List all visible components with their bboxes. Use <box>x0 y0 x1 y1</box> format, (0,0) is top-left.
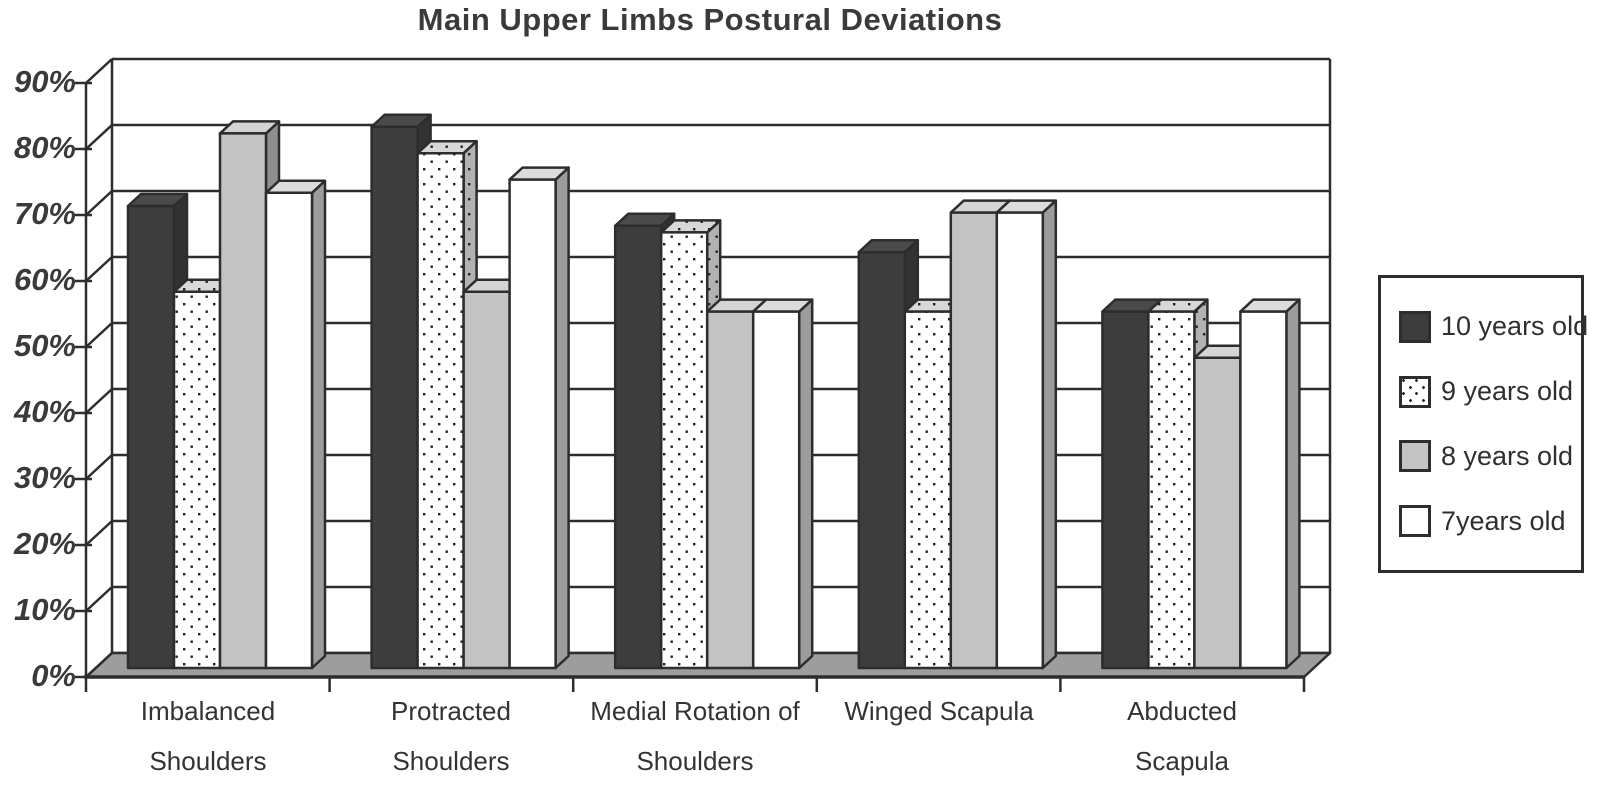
bar-face <box>174 279 233 292</box>
bar-face <box>705 310 755 670</box>
legend: 10 years old 9 years old 8 years old 7ye… <box>1378 275 1588 573</box>
x-axis-label-line: Shoulders <box>636 746 754 776</box>
bar-face <box>995 211 1045 670</box>
axis-depth-connector <box>85 190 113 216</box>
axis-depth-connector <box>85 322 113 348</box>
axis-depth-connector <box>85 256 113 282</box>
bar-face <box>126 204 176 670</box>
legend-label: 8 years old <box>1441 440 1574 471</box>
bar-face <box>1101 310 1150 670</box>
y-axis-label: 80% <box>13 130 76 165</box>
axis-depth-connector <box>85 124 113 150</box>
bar-face <box>1193 356 1242 670</box>
bar-face <box>417 153 464 668</box>
x-axis-label-line: Abducted <box>1127 696 1237 726</box>
x-axis-label-line: Medial Rotation of <box>590 696 800 726</box>
x-axis-label-line: Protracted <box>391 696 511 726</box>
bar-face <box>310 179 327 670</box>
bar-face <box>264 191 314 670</box>
x-axis-label: Imbalanced Shoulders <box>58 686 358 786</box>
bar-face <box>1041 199 1058 670</box>
bar-face <box>417 141 477 154</box>
bar-face <box>554 166 570 670</box>
bar-face <box>949 211 999 670</box>
bar-face <box>904 311 951 668</box>
axis-depth-connector <box>85 652 113 678</box>
bar-face <box>904 299 964 312</box>
bar-face <box>462 290 511 670</box>
y-axis-label: 60% <box>13 262 76 297</box>
bar-face <box>174 291 220 668</box>
legend-label: 7years old <box>1441 505 1566 536</box>
y-axis-label: 10% <box>13 592 76 627</box>
bar-face <box>857 250 907 670</box>
legend-swatch-9-years-old-icon <box>1399 375 1431 408</box>
legend-item: 9 years old <box>1399 375 1581 408</box>
legend-label: 9 years old <box>1441 376 1574 407</box>
legend-item: 7years old <box>1399 505 1581 538</box>
axis-depth-connector <box>85 388 113 414</box>
x-axis-label-line: Winged Scapula <box>844 696 1034 726</box>
x-axis-label: Medial Rotation of Shoulders <box>545 686 845 786</box>
bar-face <box>1148 311 1195 668</box>
y-axis-label: 0% <box>31 658 76 693</box>
bar-face <box>370 125 419 670</box>
legend-label: 10 years old <box>1441 311 1589 342</box>
legend-swatch-10-years-old-icon <box>1399 310 1431 343</box>
bar-face <box>613 224 663 670</box>
axis-depth-connector <box>85 586 113 612</box>
x-axis-label-line: Scapula <box>1135 746 1229 776</box>
bar-face <box>1239 310 1288 670</box>
x-axis-label: Protracted Shoulders <box>301 686 601 786</box>
x-axis-label-line: Shoulders <box>392 746 510 776</box>
bar-7years-old-3 <box>751 298 814 670</box>
bar-7years-old-1 <box>264 179 327 670</box>
bar-face <box>661 220 721 233</box>
legend-swatch-8-years-old-icon <box>1399 440 1431 473</box>
axis-depth-connector <box>85 454 113 480</box>
bar-7years-old-2 <box>508 166 570 670</box>
chart-title: Main Upper Limbs Postural Deviations <box>417 2 1003 37</box>
x-axis-label-line: Shoulders <box>149 746 267 776</box>
bar-face <box>218 132 268 670</box>
x-axis-label: Winged Scapula <box>789 686 1089 736</box>
legend-item: 10 years old <box>1399 310 1588 343</box>
y-axis-label: 30% <box>13 460 76 495</box>
bar-7years-old-5 <box>1239 298 1301 670</box>
axis-depth-connector <box>85 58 113 84</box>
legend-swatch-7-years-old-icon <box>1399 505 1431 538</box>
legend-item: 8 years old <box>1399 440 1581 473</box>
y-axis-label: 70% <box>13 196 76 231</box>
y-axis-label: 90% <box>13 64 76 99</box>
bar-face <box>797 298 814 670</box>
y-axis-label: 40% <box>13 394 76 429</box>
x-axis-label-line: Imbalanced <box>140 696 276 726</box>
bar-7years-old-4 <box>995 199 1058 670</box>
y-axis-label: 20% <box>13 526 76 561</box>
x-axis-label: Abducted Scapula <box>1032 686 1332 786</box>
bar-face <box>661 232 708 668</box>
bar-face <box>1285 298 1301 670</box>
y-axis-label: 50% <box>13 328 76 363</box>
bar-face <box>751 310 801 670</box>
bar-face <box>508 178 557 670</box>
bar-face <box>1148 299 1208 312</box>
axis-depth-connector <box>85 520 113 546</box>
